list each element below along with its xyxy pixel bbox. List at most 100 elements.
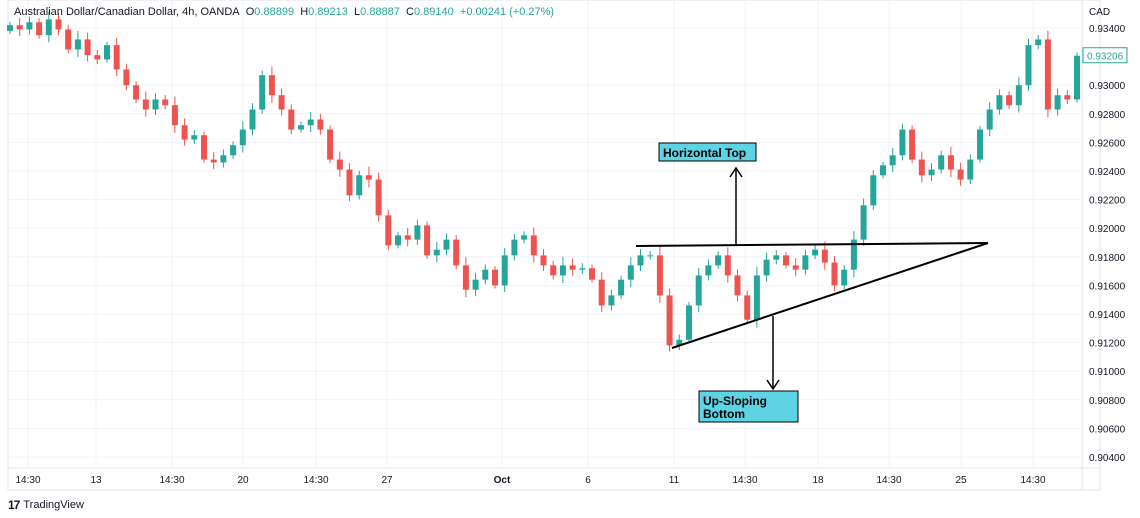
candle-up	[298, 125, 304, 130]
candle-up	[559, 265, 566, 276]
candle-down	[84, 39, 91, 56]
candle-down	[36, 22, 43, 36]
candle-down	[656, 255, 663, 296]
candle-up	[307, 119, 314, 126]
candle-up	[511, 239, 518, 256]
candle-up	[74, 39, 81, 50]
candle-down	[288, 109, 295, 130]
candle-down	[375, 179, 382, 216]
horizontal-top-label: Horizontal Top	[663, 146, 746, 160]
candle-up	[249, 109, 256, 130]
candle-down	[947, 155, 954, 170]
candle-up	[763, 259, 770, 276]
last-price-tag	[1082, 47, 1128, 64]
candle-up	[1035, 39, 1042, 46]
candle-up	[1025, 45, 1032, 86]
candle-up	[637, 255, 644, 266]
arrow-down-icon	[766, 379, 780, 391]
candle-down	[783, 255, 789, 266]
candle-up	[414, 225, 421, 240]
candle-down	[550, 265, 557, 276]
candle-down	[821, 249, 828, 263]
candle-up	[880, 165, 886, 176]
candle-up	[812, 249, 819, 256]
candle-down	[278, 95, 285, 110]
candle-down	[792, 265, 799, 270]
candle-up	[7, 25, 13, 31]
candle-up	[1054, 95, 1061, 110]
candle-down	[327, 129, 334, 160]
tradingview-mark-icon: 17	[8, 498, 20, 512]
candle-up	[967, 159, 974, 180]
candle-down	[65, 29, 72, 50]
candle-down	[598, 279, 605, 306]
candle-up	[618, 279, 625, 296]
candle-up	[239, 129, 246, 146]
chart-frame	[7, 0, 1101, 491]
candle-down	[530, 235, 537, 256]
candle-up	[715, 255, 722, 266]
candle-up	[938, 155, 945, 170]
y-tick-label: 0.92400	[1089, 167, 1126, 178]
y-tick-label: 0.91600	[1089, 281, 1126, 292]
y-tick-label: 0.90800	[1089, 396, 1126, 407]
candle-down	[1064, 95, 1071, 100]
y-tick-label: 0.91000	[1089, 367, 1126, 378]
x-tick-label: 14:30	[15, 475, 40, 486]
candle-up	[695, 275, 702, 306]
candle-down	[492, 269, 498, 286]
candle-up	[676, 339, 683, 346]
candle-down	[268, 75, 275, 96]
symbol-title: Australian Dollar/Canadian Dollar, 4h, O…	[14, 6, 240, 18]
candle-down	[123, 69, 130, 86]
candle-up	[472, 279, 479, 290]
x-tick-label: 14:30	[732, 475, 757, 486]
candle-up	[501, 255, 508, 286]
candle-down	[201, 135, 207, 160]
y-tick-label: 0.92200	[1089, 196, 1126, 207]
candle-up	[850, 239, 857, 270]
candle-down	[16, 25, 23, 30]
x-tick-label: 18	[812, 475, 824, 486]
candle-up	[996, 95, 1003, 110]
candle-up	[705, 265, 712, 276]
candle-up	[45, 19, 52, 36]
y-tick-label: 0.91200	[1089, 339, 1126, 350]
candle-up	[889, 155, 896, 166]
low-value: 0.88887	[360, 6, 400, 18]
open-label: O	[245, 6, 255, 18]
candle-down	[666, 295, 673, 346]
candle-down	[1006, 95, 1013, 106]
last-price-value: 0.93206	[1087, 52, 1124, 63]
candle-down	[171, 105, 178, 126]
candle-up	[191, 135, 198, 140]
candle-up	[870, 175, 877, 206]
low-label: L	[354, 6, 361, 18]
candle-up	[1074, 55, 1080, 100]
candle-up	[928, 169, 935, 176]
candle-down	[404, 235, 411, 240]
x-tick-label: 25	[955, 475, 967, 486]
candle-up	[26, 22, 33, 30]
candle-down	[724, 255, 731, 276]
candle-down	[346, 169, 353, 196]
candle-down	[94, 55, 101, 60]
x-tick-label: 14:30	[876, 475, 901, 486]
candle-up	[1015, 85, 1022, 106]
y-tick-label: 0.93000	[1089, 81, 1126, 92]
candle-down	[462, 265, 469, 290]
up-sloping-bottom-box	[698, 390, 799, 423]
candle-down	[957, 169, 964, 180]
candle-up	[579, 268, 586, 270]
horizontal-top-box	[658, 142, 757, 162]
candle-down	[424, 225, 431, 256]
tradingview-logo[interactable]: 17 TradingView	[8, 498, 84, 512]
close-label: C	[406, 6, 414, 18]
candle-up	[753, 275, 760, 320]
y-tick-label: 0.92600	[1089, 138, 1126, 149]
candle-up	[104, 45, 110, 60]
candle-down	[1044, 39, 1051, 110]
candle-up	[443, 239, 450, 250]
x-tick-label: 14:30	[1020, 475, 1045, 486]
